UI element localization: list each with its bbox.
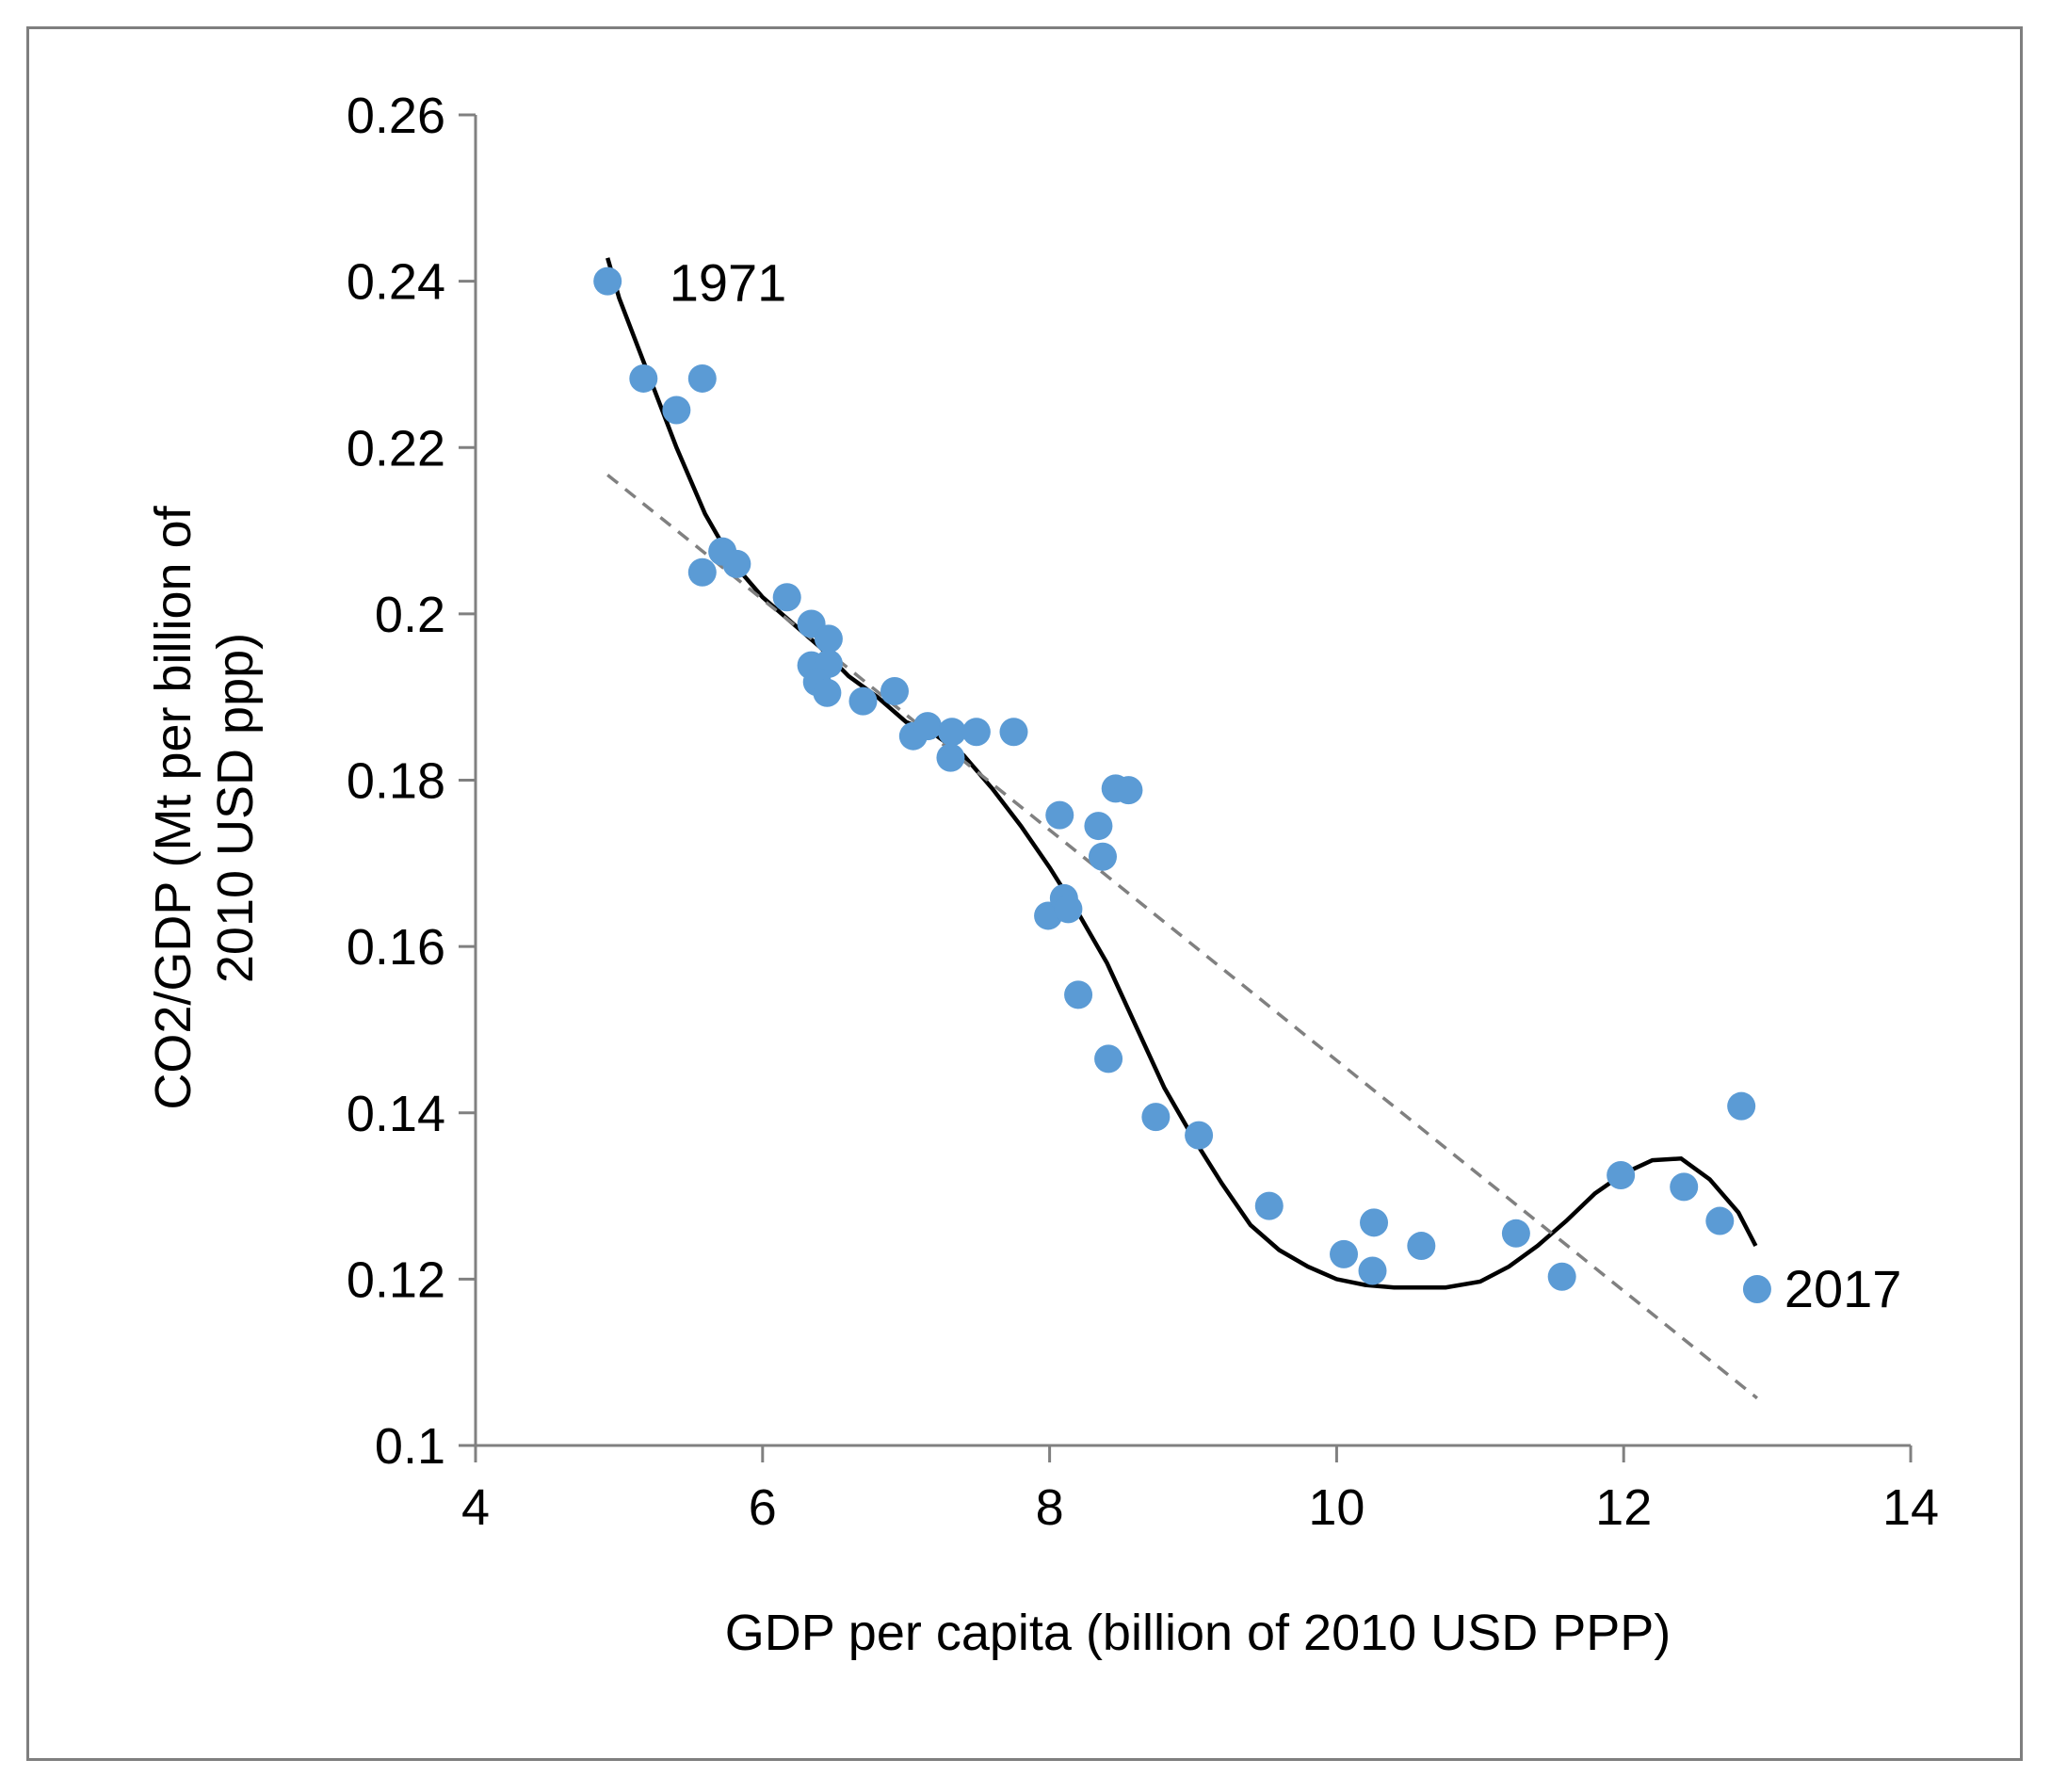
data-point <box>772 583 801 612</box>
data-point <box>1607 1160 1636 1189</box>
data-point <box>813 678 842 707</box>
linear-trend-line <box>606 474 1758 1400</box>
y-axis-title: CO2/GDP (Mt per billion of 2010 USD ppp) <box>145 505 264 1109</box>
data-point <box>1547 1262 1576 1291</box>
data-point <box>961 718 991 747</box>
data-point <box>1727 1091 1756 1121</box>
data-point <box>814 624 843 654</box>
data-point <box>687 363 717 393</box>
x-tick-label: 8 <box>1036 1479 1064 1536</box>
data-point <box>1254 1191 1284 1220</box>
data-point <box>848 686 878 716</box>
data-point <box>1054 895 1083 924</box>
y-tick-label: 0.22 <box>347 420 445 476</box>
data-point <box>1501 1219 1530 1248</box>
x-tick-label: 10 <box>1308 1479 1365 1536</box>
data-point <box>1141 1103 1171 1132</box>
data-points <box>593 266 1771 1303</box>
data-point <box>880 677 910 706</box>
x-tick-label: 4 <box>461 1479 490 1536</box>
data-point <box>687 557 717 587</box>
data-point <box>662 396 691 425</box>
data-point <box>1114 776 1143 805</box>
y-tick-label: 0.2 <box>375 587 445 643</box>
data-point <box>629 363 658 393</box>
data-point <box>1084 812 1113 841</box>
y-ticks: 0.1 0.12 0.14 0.16 0.18 0.2 0.22 0.24 0.26 <box>347 88 476 1475</box>
year-annotation: 1971 <box>670 253 787 313</box>
axes: 0.1 0.12 0.14 0.16 0.18 0.2 0.22 0.24 0.26 4 6 8 10… <box>347 88 1939 1536</box>
y-tick-label: 0.14 <box>347 1086 445 1142</box>
y-tick-label: 0.26 <box>347 88 445 144</box>
data-point <box>1088 842 1117 871</box>
data-point <box>1045 800 1074 830</box>
data-point <box>913 712 943 741</box>
data-point <box>722 549 751 578</box>
data-point <box>936 743 965 772</box>
annotations: 1971 2017 <box>670 253 1902 1319</box>
x-tick-label: 14 <box>1882 1479 1939 1536</box>
data-point <box>1670 1172 1699 1202</box>
y-tick-label: 0.18 <box>347 753 445 810</box>
figure-frame <box>26 26 2023 1761</box>
y-axis-title-line1: CO2/GDP (Mt per billion of <box>145 505 202 1109</box>
data-point <box>1064 980 1093 1009</box>
data-point <box>1330 1239 1359 1268</box>
data-point <box>593 266 622 296</box>
x-tick-label: 12 <box>1595 1479 1652 1536</box>
polynomial-fit-line <box>606 257 1758 1290</box>
data-point <box>1358 1256 1387 1285</box>
y-tick-label: 0.16 <box>347 919 445 976</box>
data-point <box>999 718 1028 747</box>
data-point <box>1407 1232 1436 1261</box>
y-tick-label: 0.24 <box>347 254 445 311</box>
y-tick-label: 0.12 <box>347 1251 445 1308</box>
y-tick-label: 0.1 <box>375 1418 445 1475</box>
data-point <box>1705 1206 1735 1235</box>
data-point <box>1185 1121 1214 1150</box>
x-tick-label: 6 <box>749 1479 777 1536</box>
y-axis-title-line2: 2010 USD ppp) <box>207 633 264 983</box>
data-point <box>937 718 966 747</box>
year-annotation: 2017 <box>1785 1259 1902 1318</box>
data-point <box>1360 1208 1389 1237</box>
x-axis-title: GDP per capita (billion of 2010 USD PPP) <box>725 1605 1671 1661</box>
x-ticks: 4 6 8 10 12 14 <box>461 1445 1939 1536</box>
trend-lines <box>606 257 1758 1400</box>
data-point <box>1742 1274 1771 1303</box>
data-point <box>1094 1044 1123 1074</box>
